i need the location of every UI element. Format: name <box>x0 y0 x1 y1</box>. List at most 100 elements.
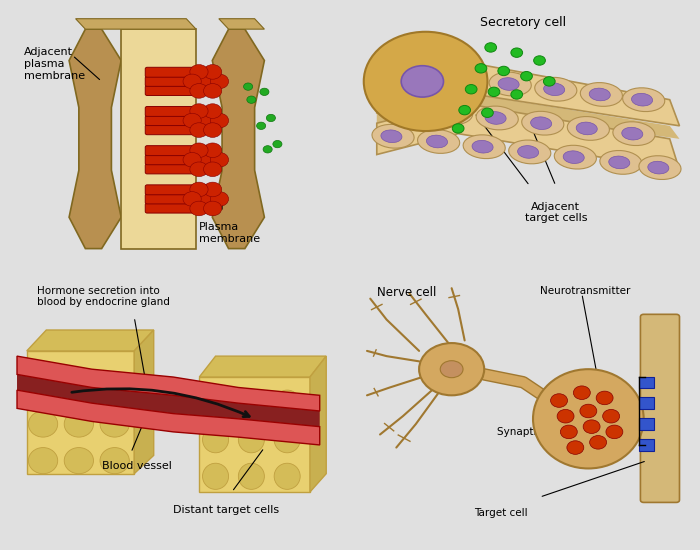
Circle shape <box>260 88 269 96</box>
Polygon shape <box>219 19 265 29</box>
Ellipse shape <box>440 107 461 119</box>
Ellipse shape <box>452 73 474 85</box>
Text: Adjacent
plasma
membrane: Adjacent plasma membrane <box>24 47 85 81</box>
Ellipse shape <box>613 122 655 146</box>
Polygon shape <box>76 19 196 29</box>
Circle shape <box>204 104 222 118</box>
FancyBboxPatch shape <box>146 146 214 156</box>
Polygon shape <box>69 29 121 249</box>
Ellipse shape <box>385 96 427 119</box>
Circle shape <box>485 43 496 52</box>
Ellipse shape <box>544 83 565 96</box>
Text: Blood vessel: Blood vessel <box>102 461 172 471</box>
Circle shape <box>596 391 613 405</box>
Circle shape <box>197 192 214 206</box>
Ellipse shape <box>64 375 94 400</box>
Ellipse shape <box>444 67 486 91</box>
Circle shape <box>533 56 545 65</box>
Polygon shape <box>377 92 680 139</box>
Circle shape <box>190 64 208 79</box>
Text: Neurotransmitter: Neurotransmitter <box>540 285 630 295</box>
Ellipse shape <box>100 411 130 437</box>
Polygon shape <box>27 351 134 474</box>
Bar <box>639 439 654 450</box>
Circle shape <box>204 84 222 98</box>
Ellipse shape <box>589 88 610 101</box>
Circle shape <box>498 66 510 76</box>
Ellipse shape <box>485 112 506 124</box>
Circle shape <box>244 83 253 90</box>
Circle shape <box>364 32 487 131</box>
FancyBboxPatch shape <box>146 125 214 135</box>
FancyBboxPatch shape <box>146 185 214 195</box>
Ellipse shape <box>29 411 57 437</box>
Ellipse shape <box>407 67 428 80</box>
Circle shape <box>452 124 464 133</box>
Circle shape <box>204 162 222 177</box>
Text: Secretory cell: Secretory cell <box>480 16 566 29</box>
Ellipse shape <box>509 140 551 164</box>
Polygon shape <box>310 356 326 492</box>
Circle shape <box>589 436 607 449</box>
Polygon shape <box>17 375 320 427</box>
Ellipse shape <box>372 124 414 148</box>
Ellipse shape <box>476 106 518 130</box>
Ellipse shape <box>381 130 402 142</box>
Circle shape <box>211 74 229 89</box>
Ellipse shape <box>64 448 94 474</box>
Ellipse shape <box>580 82 622 106</box>
Circle shape <box>603 409 620 423</box>
FancyBboxPatch shape <box>146 203 214 213</box>
Ellipse shape <box>238 390 265 416</box>
Circle shape <box>183 113 201 128</box>
Ellipse shape <box>522 111 564 135</box>
Ellipse shape <box>622 128 643 140</box>
Circle shape <box>488 87 500 97</box>
Ellipse shape <box>274 463 300 490</box>
Ellipse shape <box>567 117 610 140</box>
FancyBboxPatch shape <box>146 86 214 96</box>
Ellipse shape <box>648 161 669 174</box>
Ellipse shape <box>426 135 447 148</box>
Circle shape <box>190 182 208 197</box>
Ellipse shape <box>517 146 539 158</box>
Polygon shape <box>377 60 680 126</box>
Circle shape <box>567 441 584 454</box>
Circle shape <box>211 152 229 167</box>
Circle shape <box>583 420 600 433</box>
Text: Plasma
membrane: Plasma membrane <box>199 223 260 244</box>
Circle shape <box>482 108 494 118</box>
Circle shape <box>257 122 266 129</box>
Ellipse shape <box>639 156 681 179</box>
Circle shape <box>204 123 222 138</box>
Ellipse shape <box>274 390 300 416</box>
Circle shape <box>204 201 222 216</box>
Text: Nerve cell: Nerve cell <box>377 285 436 299</box>
Ellipse shape <box>489 72 531 96</box>
Circle shape <box>211 113 229 128</box>
Ellipse shape <box>29 448 57 474</box>
Ellipse shape <box>472 140 493 153</box>
Bar <box>639 419 654 430</box>
Polygon shape <box>199 356 326 377</box>
Polygon shape <box>27 330 154 351</box>
FancyBboxPatch shape <box>146 107 214 117</box>
Ellipse shape <box>100 375 130 400</box>
Polygon shape <box>377 102 680 170</box>
FancyBboxPatch shape <box>146 155 214 165</box>
Ellipse shape <box>398 62 440 85</box>
Circle shape <box>580 404 597 418</box>
Circle shape <box>475 64 486 73</box>
Circle shape <box>190 84 208 98</box>
Circle shape <box>183 74 201 89</box>
Ellipse shape <box>535 78 577 101</box>
Circle shape <box>211 191 229 206</box>
Ellipse shape <box>202 463 229 490</box>
Ellipse shape <box>622 88 665 112</box>
FancyBboxPatch shape <box>146 76 214 86</box>
Polygon shape <box>134 330 154 474</box>
Text: Hormone secretion into
blood by endocrine gland: Hormone secretion into blood by endocrin… <box>36 285 169 307</box>
Ellipse shape <box>100 448 130 474</box>
Ellipse shape <box>238 463 265 490</box>
Ellipse shape <box>202 427 229 453</box>
